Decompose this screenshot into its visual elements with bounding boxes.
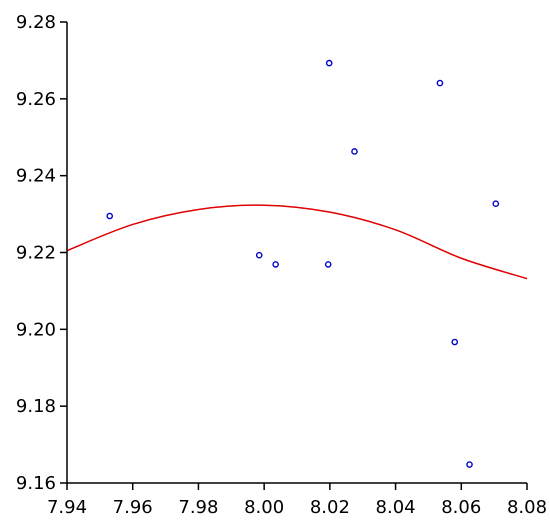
x-tick-label: 7.98	[178, 497, 218, 518]
x-tick-label: 7.94	[47, 497, 87, 518]
fit-curve-layer	[66, 204, 528, 280]
fit-curve-line	[66, 204, 528, 280]
y-tick-label: 9.20	[16, 319, 56, 340]
data-point	[492, 200, 500, 208]
y-tick-label: 9.16	[16, 473, 56, 494]
x-tick-label: 8.08	[507, 497, 547, 518]
data-point	[324, 261, 332, 268]
y-tick-label: 9.28	[16, 12, 56, 33]
x-tick-label: 7.96	[113, 497, 153, 518]
data-point	[466, 461, 473, 468]
y-tick-label: 9.22	[16, 243, 56, 264]
data-point	[351, 148, 358, 155]
data-point	[436, 79, 444, 87]
x-tick-label: 8.00	[244, 497, 284, 518]
y-tick-label: 9.18	[16, 396, 56, 417]
x-tick-label: 8.06	[441, 497, 481, 518]
x-tick-label: 8.02	[310, 497, 350, 518]
x-tick-label: 8.04	[376, 497, 416, 518]
data-points-layer	[106, 59, 500, 468]
y-axis-ticks: 9.16 9.18 9.20 9.22 9.24 9.26 9.28	[16, 12, 67, 494]
data-point	[451, 338, 459, 346]
data-point	[106, 212, 114, 220]
y-tick-label: 9.26	[16, 89, 56, 110]
x-axis-ticks: 7.94 7.96 7.98 8.00 8.02 8.04 8.06 8.08	[47, 483, 547, 518]
y-tick-label: 9.24	[16, 166, 56, 187]
data-point	[325, 59, 333, 67]
data-point	[255, 251, 263, 259]
data-point	[272, 261, 279, 268]
